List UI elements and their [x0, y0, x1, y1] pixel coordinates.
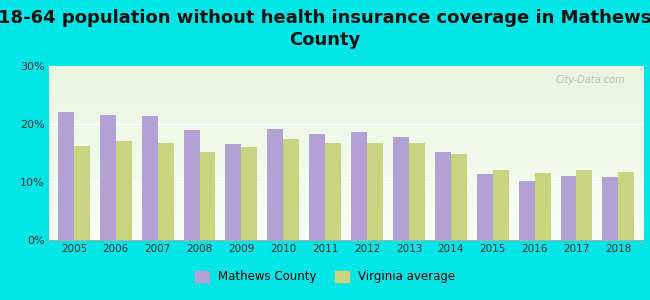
Bar — [560, 176, 577, 240]
Bar — [351, 131, 367, 240]
Bar — [577, 170, 592, 240]
Bar — [519, 182, 534, 240]
Bar — [367, 142, 383, 240]
Bar — [158, 142, 174, 240]
Bar — [435, 152, 451, 240]
Bar — [409, 143, 425, 240]
Bar — [226, 144, 241, 240]
Bar — [267, 129, 283, 240]
Bar — [325, 142, 341, 240]
Bar — [58, 112, 74, 240]
Bar — [283, 139, 299, 240]
Bar — [200, 152, 215, 240]
Legend: Mathews County, Virginia average: Mathews County, Virginia average — [190, 266, 460, 288]
Bar — [493, 170, 509, 240]
Bar — [183, 130, 200, 240]
Bar — [603, 177, 618, 240]
Text: 18-64 population without health insurance coverage in Mathews
County: 18-64 population without health insuranc… — [0, 9, 650, 49]
Bar — [477, 175, 493, 240]
Bar — [393, 137, 409, 240]
Bar — [100, 115, 116, 240]
Bar — [241, 147, 257, 240]
Bar — [116, 141, 132, 240]
Text: City-Data.com: City-Data.com — [556, 75, 626, 85]
Bar — [309, 134, 325, 240]
Bar — [618, 172, 634, 240]
Bar — [451, 154, 467, 240]
Bar — [74, 146, 90, 240]
Bar — [142, 116, 158, 240]
Bar — [534, 173, 551, 240]
